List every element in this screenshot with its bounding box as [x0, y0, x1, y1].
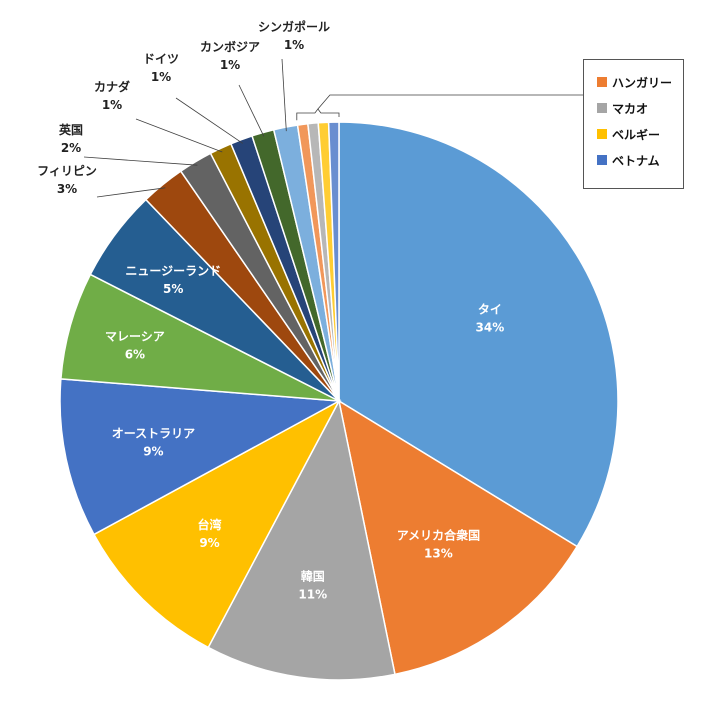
- slice-percent-label: 13%: [424, 547, 453, 561]
- legend-label: ハンガリー: [612, 75, 673, 90]
- slice-name-label: 英国: [59, 122, 83, 137]
- slice-name-label: マレーシア: [105, 329, 165, 343]
- slice-percent-label: 2%: [61, 141, 81, 155]
- leader-line: [281, 58, 287, 132]
- pie-slice-4: [59, 378, 342, 536]
- slice-percent-label: 3%: [57, 182, 77, 196]
- slice-name-label: ドイツ: [143, 52, 179, 66]
- slice-percent-label: 9%: [199, 536, 219, 550]
- legend-swatch: [597, 129, 607, 139]
- leader-line: [135, 118, 223, 153]
- slice-labels: タイ 34% アメリカ合衆国 13% 韓国 11% 台湾 9% オーストラリア 9% マレーシア 6%…: [37, 19, 504, 601]
- legend-label: ベトナム: [612, 153, 660, 168]
- legend-item: ベトナム: [597, 152, 660, 168]
- slice-percent-label: 1%: [220, 58, 240, 72]
- legend: ハンガリー マカオ ベルギー ベトナム: [583, 59, 684, 189]
- pie-slice-0: [338, 121, 619, 548]
- slice-name-label: フィリピン: [37, 164, 97, 178]
- leader-line: [83, 156, 198, 166]
- slice-name-label: ニュージーランド: [125, 264, 221, 278]
- slice-percent-label: 11%: [298, 587, 327, 601]
- slice-name-label: 韓国: [301, 568, 325, 583]
- leader-lines: [83, 58, 583, 198]
- slice-name-label: シンガポール: [258, 19, 330, 34]
- legend-label: ベルギー: [612, 127, 661, 142]
- small-slices-bracket: [296, 108, 340, 121]
- slice-percent-label: 1%: [284, 38, 304, 52]
- legend-label: マカオ: [612, 101, 649, 116]
- slice-name-label: アメリカ合衆国: [397, 528, 480, 543]
- slice-percent-label: 6%: [125, 347, 145, 361]
- pie-slice-1: [337, 399, 579, 676]
- pie-slice-2: [207, 398, 396, 681]
- legend-swatch: [597, 155, 607, 165]
- slice-name-label: タイ: [478, 302, 502, 316]
- leader-line: [96, 187, 166, 198]
- slice-percent-label: 34%: [476, 320, 505, 334]
- slice-percent-label: 5%: [163, 282, 183, 296]
- pie-slice-16: [327, 121, 340, 402]
- slice-percent-label: 1%: [102, 98, 122, 112]
- slice-percent-label: 1%: [151, 70, 171, 84]
- slice-name-label: カンボジア: [200, 39, 260, 54]
- leader-line: [175, 97, 244, 144]
- legend-swatch: [597, 103, 607, 113]
- slice-name-label: オーストラリア: [112, 427, 195, 441]
- pie-slices: [59, 121, 619, 681]
- legend-item: ハンガリー: [597, 74, 672, 90]
- leader-line: [238, 84, 265, 137]
- slice-percent-label: 9%: [143, 445, 163, 459]
- pie-slice-3: [92, 399, 341, 649]
- legend-connector-line: [317, 94, 583, 110]
- legend-swatch: [597, 77, 607, 87]
- legend-item: ベルギー: [597, 126, 660, 142]
- slice-name-label: 台湾: [197, 517, 221, 532]
- slice-name-label: カナダ: [94, 79, 130, 94]
- legend-item: マカオ: [597, 100, 648, 116]
